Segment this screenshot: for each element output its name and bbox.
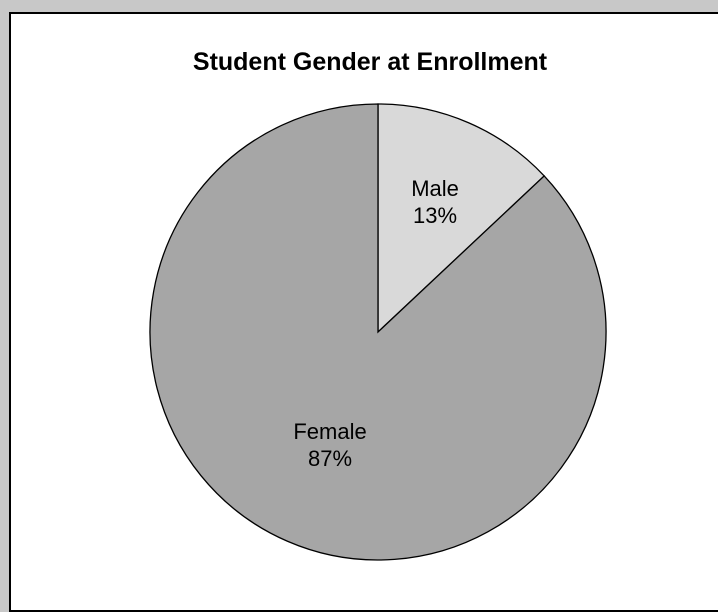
- slice-label-female: Female: [293, 419, 366, 444]
- slice-value-male: 13%: [413, 203, 457, 228]
- pie-slice-male: [377, 103, 546, 334]
- chart-title: Student Gender at Enrollment: [192, 48, 548, 76]
- slice-value-female: 87%: [308, 446, 352, 471]
- slice-label-male: Male: [411, 176, 459, 201]
- pie-slice-female: [149, 103, 607, 561]
